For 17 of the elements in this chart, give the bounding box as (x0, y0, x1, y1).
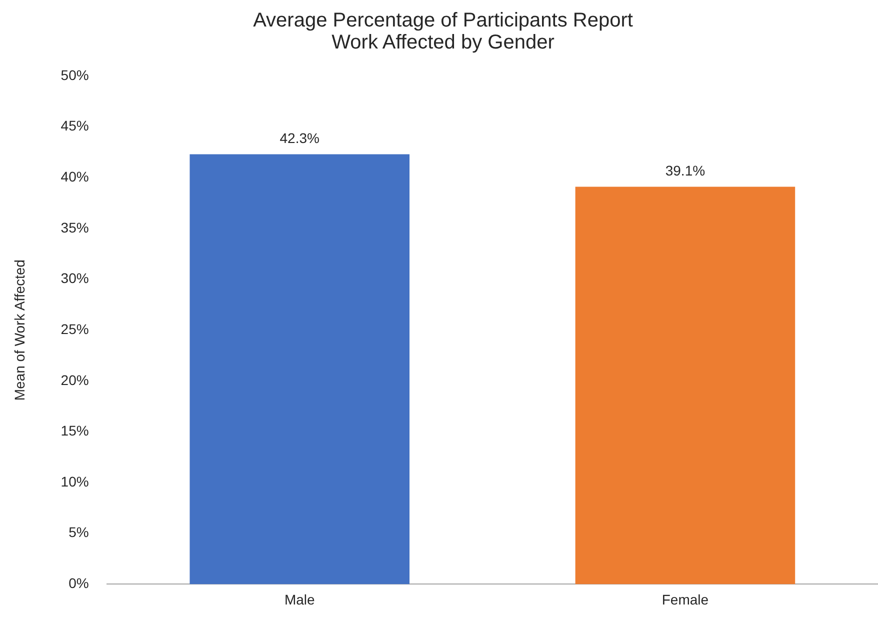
y-tick-label: 25% (60, 320, 89, 337)
x-tick-label: Male (284, 591, 315, 608)
y-tick-label: 20% (60, 372, 89, 388)
y-tick-label: 5% (68, 524, 89, 540)
y-tick-label: 30% (60, 270, 89, 286)
y-tick-label: 15% (60, 422, 89, 439)
x-tick-label: Female (662, 591, 709, 608)
y-tick-label: 10% (60, 473, 89, 490)
y-tick-label: 50% (60, 66, 89, 83)
y-tick-label: 40% (60, 168, 89, 184)
y-tick-label: 45% (60, 118, 89, 134)
y-tick-label: 35% (60, 219, 89, 236)
y-axis-title: Mean of Work Affected (11, 260, 28, 401)
data-label: 39.1% (665, 162, 706, 179)
data-label: 42.3% (280, 130, 320, 146)
y-tick-label: 0% (68, 575, 89, 592)
chart-title: Average Percentage of Participants Report Work Affected by Gender (253, 10, 634, 54)
